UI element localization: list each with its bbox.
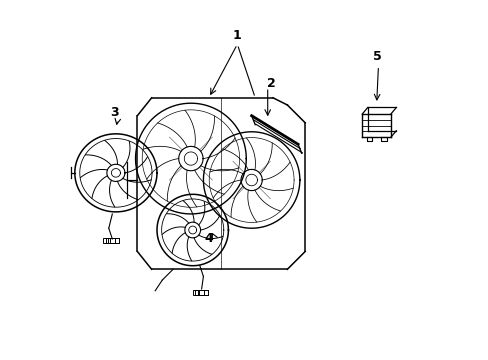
Bar <box>192 290 197 295</box>
Text: 1: 1 <box>232 29 241 42</box>
Bar <box>109 238 115 243</box>
Text: 2: 2 <box>266 77 275 90</box>
Text: 4: 4 <box>204 233 213 246</box>
Text: 5: 5 <box>373 50 381 63</box>
Text: 3: 3 <box>110 105 118 119</box>
Bar <box>199 290 204 295</box>
Bar <box>103 238 108 243</box>
